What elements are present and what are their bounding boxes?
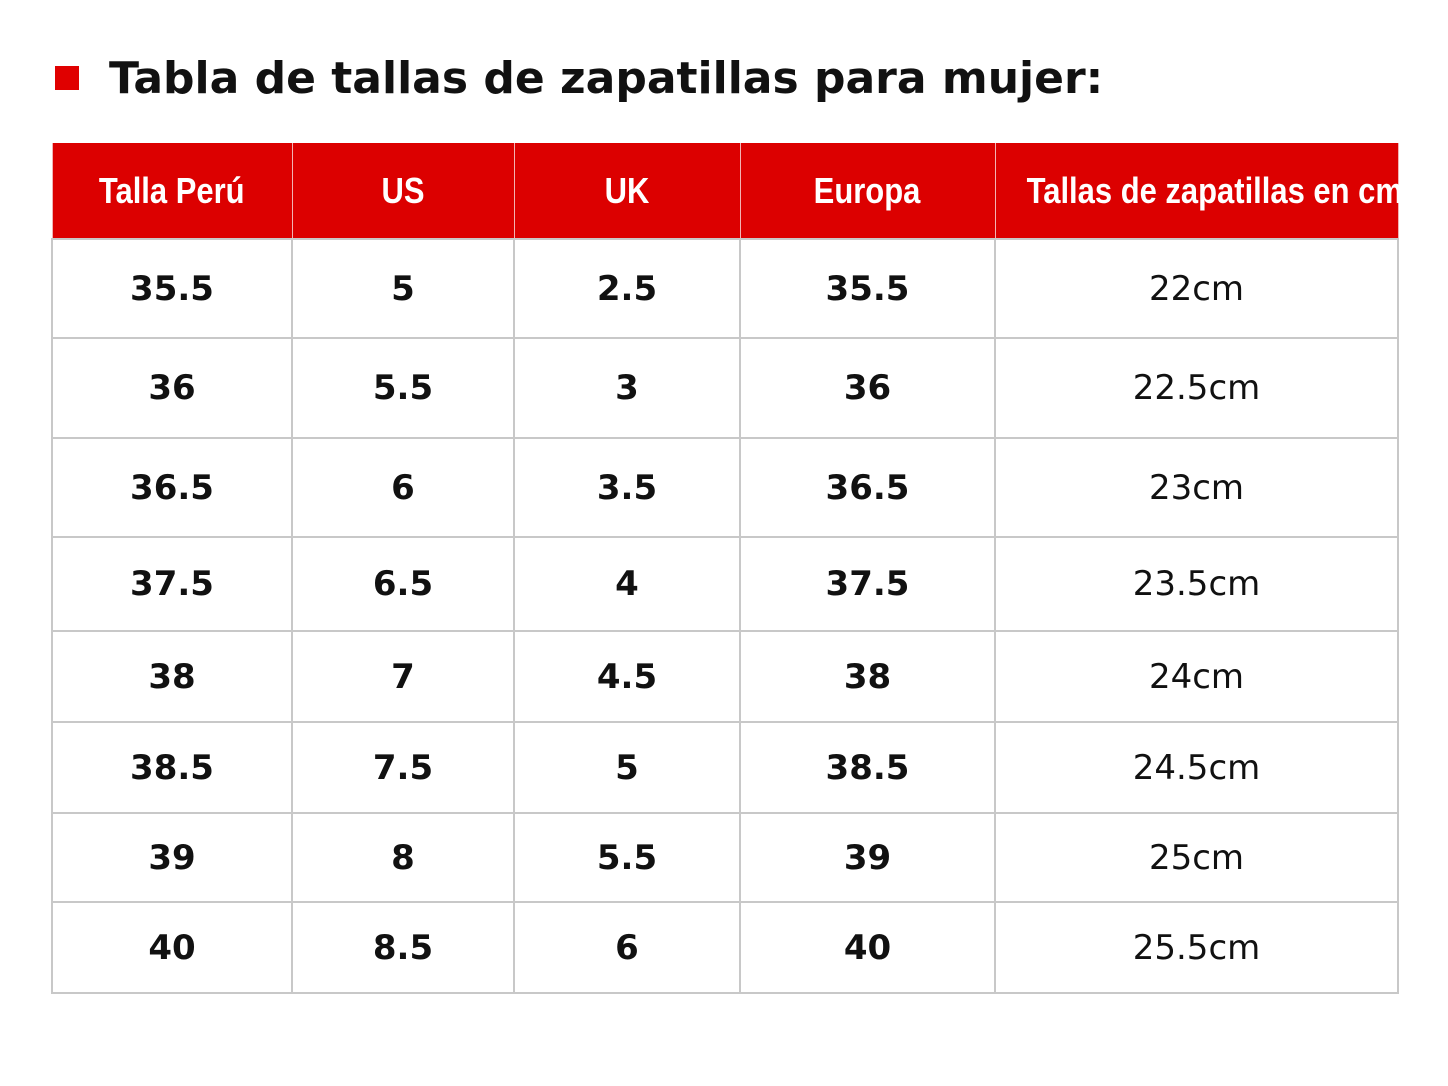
cell-uk: 4 — [513, 536, 741, 632]
column-header-label: Europa — [814, 169, 921, 211]
cell-cm: 23.5cm — [994, 536, 1399, 632]
cell-cm: 22.5cm — [994, 337, 1399, 439]
cell-uk: 5.5 — [513, 812, 741, 903]
cell-uk: 3 — [513, 337, 741, 439]
cell-europa: 39 — [739, 812, 996, 903]
column-header-label: Talla Perú — [99, 169, 245, 211]
cell-us: 8.5 — [291, 901, 515, 994]
cell-us: 7 — [291, 630, 515, 723]
cell-talla-peru: 38.5 — [51, 721, 293, 814]
cell-us: 6.5 — [291, 536, 515, 632]
cell-us: 7.5 — [291, 721, 515, 814]
table-row: 36.5 6 3.5 36.5 23cm — [51, 437, 1399, 538]
cell-cm: 24.5cm — [994, 721, 1399, 814]
cell-europa: 37.5 — [739, 536, 996, 632]
column-header-uk: UK — [513, 143, 741, 239]
cell-cm: 25.5cm — [994, 901, 1399, 994]
cell-us: 5 — [291, 238, 515, 339]
cell-uk: 3.5 — [513, 437, 741, 538]
column-header-us: US — [291, 143, 515, 239]
cell-europa: 38 — [739, 630, 996, 723]
size-chart-table: Talla Perú US UK Europa Tallas de zapati… — [51, 143, 1402, 994]
cell-us: 6 — [291, 437, 515, 538]
column-header-label: Tallas de zapatillas en cm — [1026, 169, 1403, 211]
column-header-label: UK — [604, 169, 650, 211]
cell-cm: 24cm — [994, 630, 1399, 723]
cell-us: 8 — [291, 812, 515, 903]
column-header-europa: Europa — [739, 143, 996, 239]
table-row: 35.5 5 2.5 35.5 22cm — [51, 238, 1399, 339]
table-row: 37.5 6.5 4 37.5 23.5cm — [51, 536, 1399, 632]
cell-europa: 36.5 — [739, 437, 996, 538]
cell-cm: 22cm — [994, 238, 1399, 339]
page-heading: Tabla de tallas de zapatillas para mujer… — [55, 46, 1103, 110]
cell-europa: 36 — [739, 337, 996, 439]
cell-talla-peru: 36 — [51, 337, 293, 439]
cell-cm: 25cm — [994, 812, 1399, 903]
cell-talla-peru: 39 — [51, 812, 293, 903]
cell-uk: 6 — [513, 901, 741, 994]
table-row: 39 8 5.5 39 25cm — [51, 812, 1399, 903]
cell-europa: 40 — [739, 901, 996, 994]
cell-europa: 38.5 — [739, 721, 996, 814]
cell-talla-peru: 35.5 — [51, 238, 293, 339]
cell-uk: 5 — [513, 721, 741, 814]
cell-talla-peru: 36.5 — [51, 437, 293, 538]
cell-talla-peru: 40 — [51, 901, 293, 994]
table-row: 38.5 7.5 5 38.5 24.5cm — [51, 721, 1399, 814]
cell-cm: 23cm — [994, 437, 1399, 538]
table-header-row: Talla Perú US UK Europa Tallas de zapati… — [51, 143, 1402, 239]
column-header-talla-peru: Talla Perú — [51, 143, 293, 239]
cell-uk: 4.5 — [513, 630, 741, 723]
table-row: 36 5.5 3 36 22.5cm — [51, 337, 1399, 439]
cell-uk: 2.5 — [513, 238, 741, 339]
cell-talla-peru: 38 — [51, 630, 293, 723]
table-row: 40 8.5 6 40 25.5cm — [51, 901, 1399, 994]
red-square-bullet-icon — [55, 66, 79, 90]
column-header-cm: Tallas de zapatillas en cm — [994, 143, 1402, 239]
cell-us: 5.5 — [291, 337, 515, 439]
page-title: Tabla de tallas de zapatillas para mujer… — [109, 52, 1104, 104]
column-header-label: US — [381, 169, 425, 211]
cell-europa: 35.5 — [739, 238, 996, 339]
cell-talla-peru: 37.5 — [51, 536, 293, 632]
table-row: 38 7 4.5 38 24cm — [51, 630, 1399, 723]
